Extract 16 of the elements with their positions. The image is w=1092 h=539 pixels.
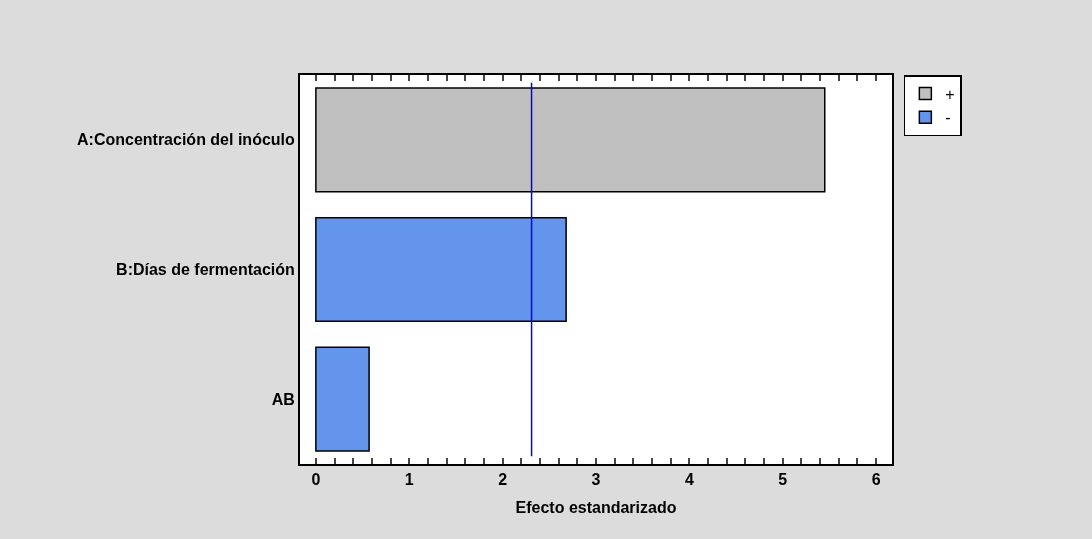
x-tick-label: 0 — [311, 471, 321, 489]
x-tick-label: 5 — [778, 471, 788, 489]
bar — [315, 346, 370, 452]
y-tick-label: A:Concentración del inóculo — [77, 131, 296, 149]
x-tick-label: 2 — [498, 471, 508, 489]
bar — [315, 216, 567, 323]
bar — [315, 87, 826, 193]
x-tick-label: 1 — [404, 471, 414, 489]
y-tick-label: B:Días de fermentación — [116, 261, 295, 279]
y-tick-label: AB — [271, 390, 295, 408]
x-axis-title: Efecto estandarizado — [515, 499, 677, 517]
legend-label: + — [945, 85, 955, 103]
x-tick-label: 3 — [591, 471, 601, 489]
x-tick-label: 4 — [684, 471, 694, 489]
legend-label: - — [945, 109, 951, 127]
x-tick-label: 6 — [871, 471, 881, 489]
